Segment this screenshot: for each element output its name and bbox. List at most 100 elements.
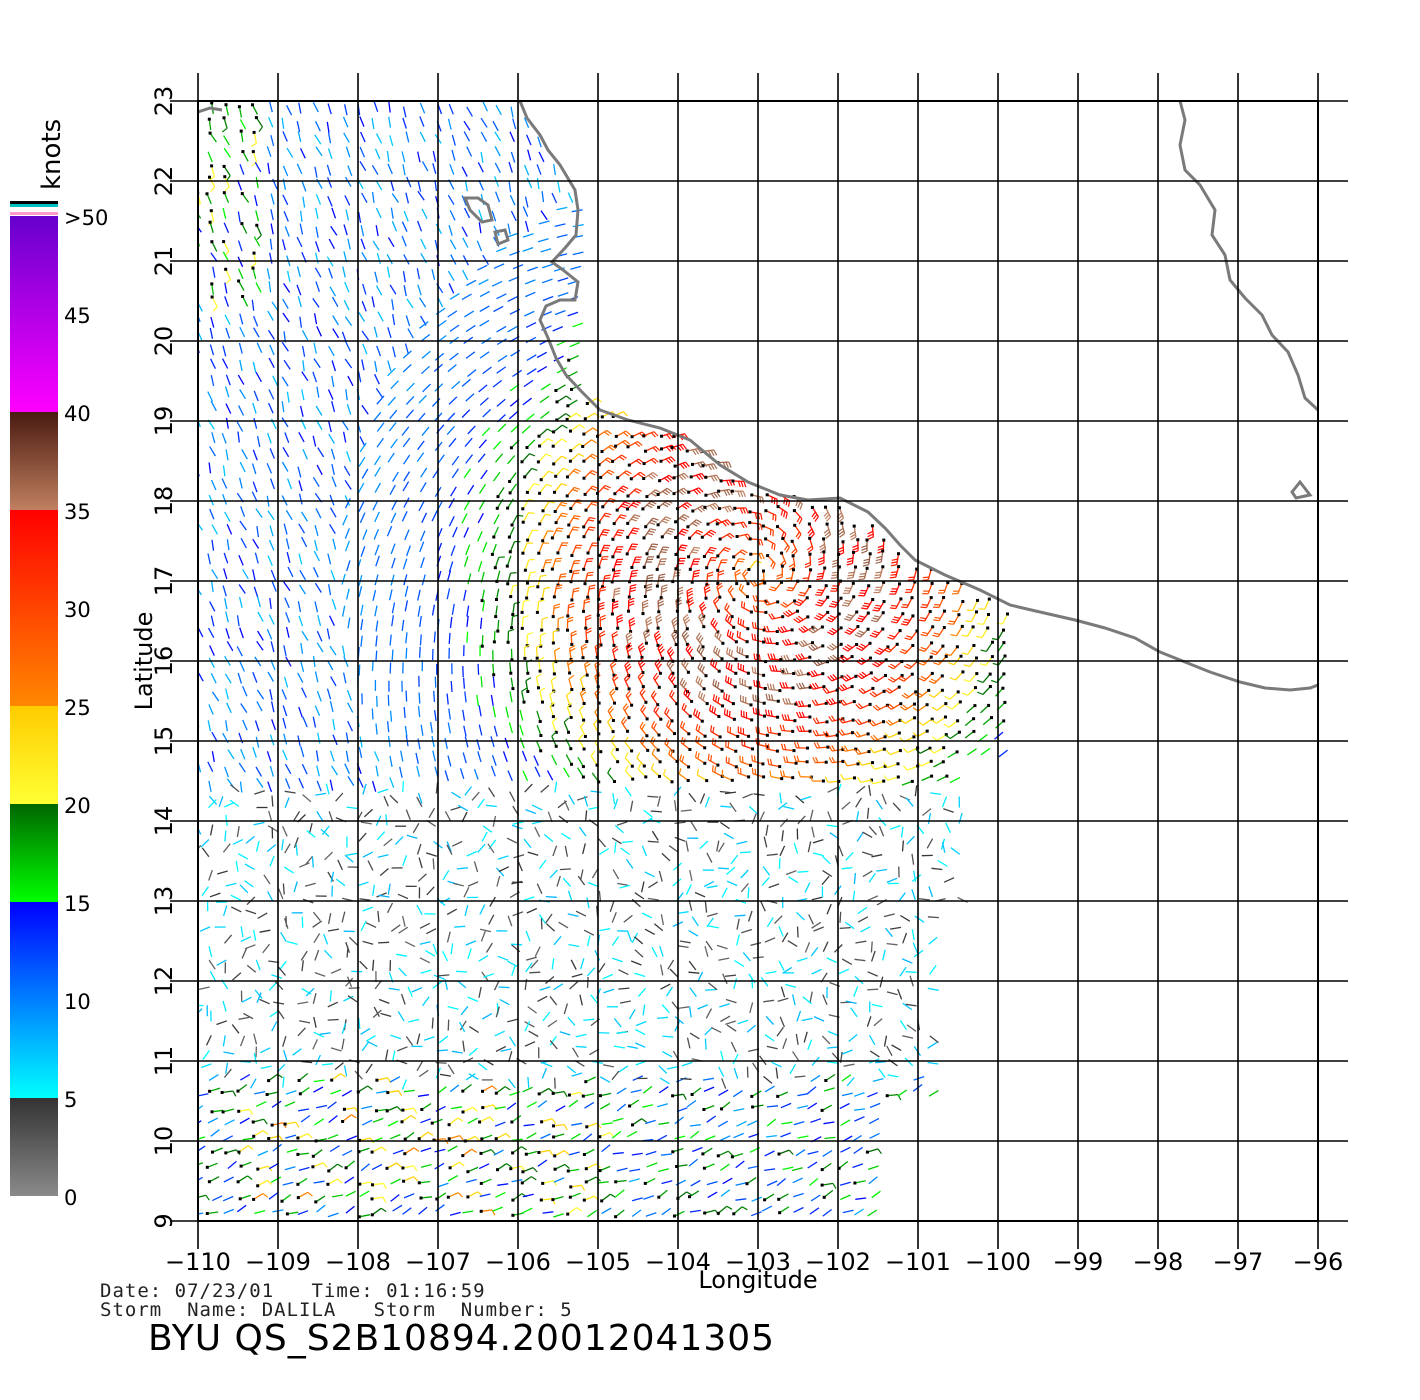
barb-marker <box>581 765 585 769</box>
wind-barb-flag <box>726 489 731 496</box>
wind-barb <box>778 926 784 937</box>
wind-barb <box>255 210 260 222</box>
wind-barb-flag <box>831 600 839 604</box>
wind-barb <box>312 371 318 383</box>
wind-barb <box>193 829 195 840</box>
barb-marker <box>792 749 796 753</box>
wind-barb <box>846 1077 855 1087</box>
barb-marker <box>641 671 645 675</box>
wind-barb-flag <box>760 539 764 546</box>
barb-marker <box>525 596 529 600</box>
barb-marker <box>718 735 722 739</box>
wind-barb <box>826 824 838 828</box>
barb-marker <box>585 673 589 677</box>
wind-barb-flag <box>844 645 851 650</box>
wind-barb <box>358 1017 361 1029</box>
wind-barb <box>631 431 643 438</box>
wind-barb-flag <box>226 175 231 181</box>
wind-barb <box>331 375 335 388</box>
wind-barb-flag <box>795 683 800 690</box>
wind-barb-flag <box>561 455 568 460</box>
wind-barb-flag <box>930 652 937 656</box>
wind-barb <box>618 987 630 990</box>
barb-marker <box>656 555 660 559</box>
barb-marker <box>776 525 779 529</box>
wind-barb <box>924 611 931 622</box>
barb-marker <box>582 476 586 480</box>
wind-barb <box>521 617 524 629</box>
wind-barb <box>668 845 679 853</box>
wind-barb-flag <box>931 719 937 724</box>
barb-marker <box>925 703 929 707</box>
wind-barb-flag <box>504 1086 511 1091</box>
wind-barb <box>583 558 588 570</box>
wind-barb <box>590 790 602 794</box>
wind-barb <box>497 955 509 961</box>
barb-marker <box>780 564 784 568</box>
wind-barb <box>202 1050 210 1060</box>
barb-marker <box>237 279 241 283</box>
wind-barb <box>523 838 532 849</box>
wind-barb <box>375 207 382 219</box>
wind-barb-flag <box>657 597 664 602</box>
wind-barb <box>895 598 902 609</box>
wind-barb-flag <box>664 501 671 506</box>
wind-barb <box>312 911 321 922</box>
wind-barb <box>344 528 351 539</box>
barb-marker <box>205 192 209 196</box>
wind-barb <box>534 826 541 838</box>
wind-barb-flag <box>952 610 959 613</box>
wind-barb <box>371 660 374 672</box>
wind-barb <box>536 601 540 613</box>
wind-barb <box>365 922 377 928</box>
barb-marker <box>734 657 738 661</box>
barb-marker <box>806 615 810 619</box>
barb-marker <box>535 656 539 660</box>
wind-barb <box>510 585 514 597</box>
wind-barb <box>886 1045 893 1057</box>
barb-marker <box>1003 654 1007 658</box>
wind-barb <box>720 821 730 830</box>
wind-barb <box>465 393 475 402</box>
wind-barb-flag <box>991 679 998 683</box>
barb-marker <box>506 506 510 510</box>
wind-barb <box>658 1065 668 1074</box>
barb-marker <box>630 749 634 753</box>
wind-barb <box>257 912 268 919</box>
wind-barb <box>362 343 368 355</box>
barb-marker <box>931 625 935 629</box>
wind-barb-flag <box>787 698 791 705</box>
wind-barb <box>387 883 391 895</box>
wind-barb <box>312 992 317 1004</box>
barb-marker <box>910 672 914 676</box>
wind-barb <box>179 282 183 292</box>
barb-marker <box>716 582 720 585</box>
wind-barb <box>727 731 738 737</box>
wind-barb-flag <box>592 453 598 458</box>
wind-barb <box>222 1108 234 1113</box>
wind-barb-flag <box>932 634 939 638</box>
wind-barb-flag <box>599 617 606 621</box>
wind-barb <box>224 766 230 778</box>
wind-barb <box>373 751 380 762</box>
wind-barb-flag <box>787 638 792 645</box>
wind-barb-flag <box>871 632 878 636</box>
wind-barb-flag <box>818 556 825 561</box>
wind-barb-flag <box>716 474 721 481</box>
wind-barb <box>389 634 392 646</box>
wind-barb <box>348 936 358 946</box>
wind-barb <box>922 718 933 726</box>
wind-barb <box>400 993 406 1005</box>
wind-barb-flag <box>758 681 761 688</box>
wind-barb-flag <box>743 521 748 528</box>
wind-barb <box>451 840 463 847</box>
wind-barb-flag <box>772 684 776 691</box>
wind-barb-flag <box>623 471 630 477</box>
wind-barb <box>465 279 477 287</box>
wind-barb <box>298 480 303 492</box>
wind-barb <box>887 776 899 781</box>
wind-barb-flag <box>812 625 819 631</box>
wind-barb <box>477 162 484 173</box>
wind-barb <box>461 409 471 418</box>
wind-barb <box>492 706 497 718</box>
